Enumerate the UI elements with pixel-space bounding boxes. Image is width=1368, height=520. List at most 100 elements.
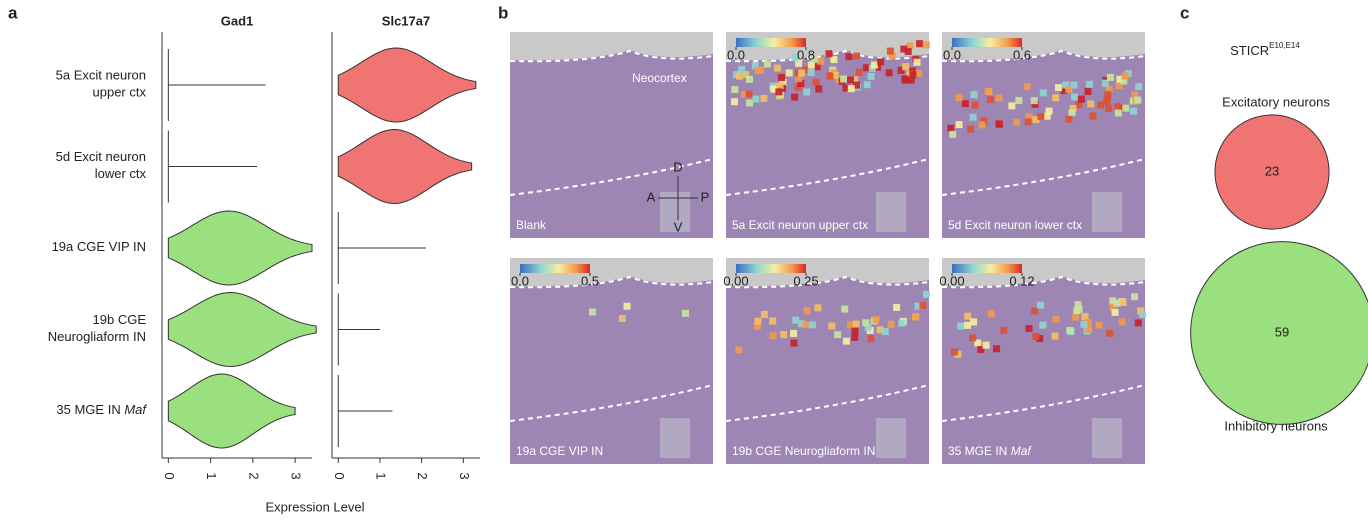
circle: [1190, 241, 1368, 425]
spot: [909, 71, 917, 79]
spot: [754, 317, 762, 325]
x-axis-label: Expression Level: [266, 499, 365, 514]
ventricle: [876, 418, 906, 458]
spot: [1052, 94, 1060, 102]
tissue-tile: 0.0 0.8 5a Excit neuron upper ctx: [725, 32, 930, 238]
spot: [760, 94, 768, 102]
circle-value: 59: [1275, 324, 1289, 339]
spot: [954, 350, 962, 358]
violin: [167, 292, 317, 367]
spot: [888, 52, 896, 60]
spot: [1085, 325, 1093, 333]
spot: [1031, 307, 1039, 315]
spot: [1071, 93, 1079, 101]
spot: [773, 64, 781, 72]
spot: [969, 113, 977, 121]
spot: [1101, 79, 1109, 87]
title-superscript: E10,E14: [1269, 41, 1300, 50]
spot: [813, 63, 821, 71]
spot: [977, 345, 985, 353]
row-label: 19a CGE VIP IN: [52, 239, 146, 254]
spot: [1008, 102, 1016, 110]
row-label: lower ctx: [95, 166, 147, 181]
spot: [754, 66, 762, 74]
spot: [1109, 297, 1117, 305]
colorbar-label: 0.0: [943, 47, 961, 62]
spot: [915, 69, 923, 77]
tissue-boundary: [509, 384, 714, 422]
gene-title: Gad1: [221, 13, 254, 28]
spot: [906, 42, 914, 50]
spot: [1106, 73, 1114, 81]
ventricle: [660, 192, 690, 232]
spot: [735, 346, 743, 354]
spot: [967, 125, 975, 133]
spot: [1134, 96, 1142, 104]
spot: [807, 61, 815, 69]
spot: [841, 305, 849, 313]
tissue-boundary: [725, 49, 930, 63]
row-label-text: 5d Excit neuron: [56, 149, 146, 164]
spot: [1109, 303, 1117, 311]
spot: [745, 90, 753, 98]
background: [510, 32, 713, 61]
spot: [961, 100, 969, 108]
panel-label: b: [498, 3, 508, 22]
spot: [867, 335, 875, 343]
spot: [1089, 112, 1097, 120]
spot: [1070, 81, 1078, 89]
annotation: Neocortex: [632, 71, 687, 85]
spot: [947, 124, 955, 132]
spot: [1075, 101, 1083, 109]
spot: [919, 302, 927, 310]
title-text: STICR: [1230, 43, 1269, 58]
spot: [982, 341, 990, 349]
spot: [618, 314, 626, 322]
tissue-tile: 0.0 0.5 19a CGE VIP IN: [509, 258, 714, 464]
spot: [1032, 116, 1040, 124]
violin: [337, 129, 473, 204]
spot: [1036, 334, 1044, 342]
colorbar-label: 0.8: [797, 47, 815, 62]
spot: [842, 84, 850, 92]
compass-label: A: [647, 189, 656, 204]
circle-value: 23: [1265, 163, 1279, 178]
spot: [1065, 115, 1073, 123]
spot: [1062, 81, 1070, 89]
colorbar-label: 0.5: [581, 273, 599, 288]
spot: [978, 121, 986, 129]
ventricle: [1092, 418, 1122, 458]
spot: [912, 313, 920, 321]
spot: [1072, 313, 1080, 321]
spot: [1060, 87, 1068, 95]
spot: [995, 94, 1003, 102]
spot: [736, 72, 744, 80]
spot: [853, 52, 861, 60]
spot: [1135, 83, 1143, 91]
row-label: 5d Excit neuron: [56, 149, 146, 164]
spot: [1130, 107, 1138, 115]
spot: [900, 45, 908, 53]
spot: [1054, 84, 1062, 92]
spot: [1015, 96, 1023, 104]
spot: [810, 55, 818, 63]
spot: [791, 93, 799, 101]
spot: [830, 56, 838, 64]
tissue-tile: 0.0 0.6 5d Excit neuron lower ctx: [941, 32, 1146, 238]
spot: [807, 68, 815, 76]
violin: [167, 373, 296, 449]
spot: [842, 337, 850, 345]
spot: [1024, 118, 1032, 126]
spot: [1030, 97, 1038, 105]
spot: [1069, 105, 1077, 113]
tissue-boundary: [725, 275, 930, 289]
spot: [794, 83, 802, 91]
spot: [815, 85, 823, 93]
spot: [949, 130, 957, 138]
row-label: 5a Excit neuron: [56, 68, 146, 83]
spot: [1104, 91, 1112, 99]
spot: [897, 66, 905, 74]
spot: [589, 308, 597, 316]
tile-label: 35 MGE IN Maf: [948, 444, 1032, 458]
